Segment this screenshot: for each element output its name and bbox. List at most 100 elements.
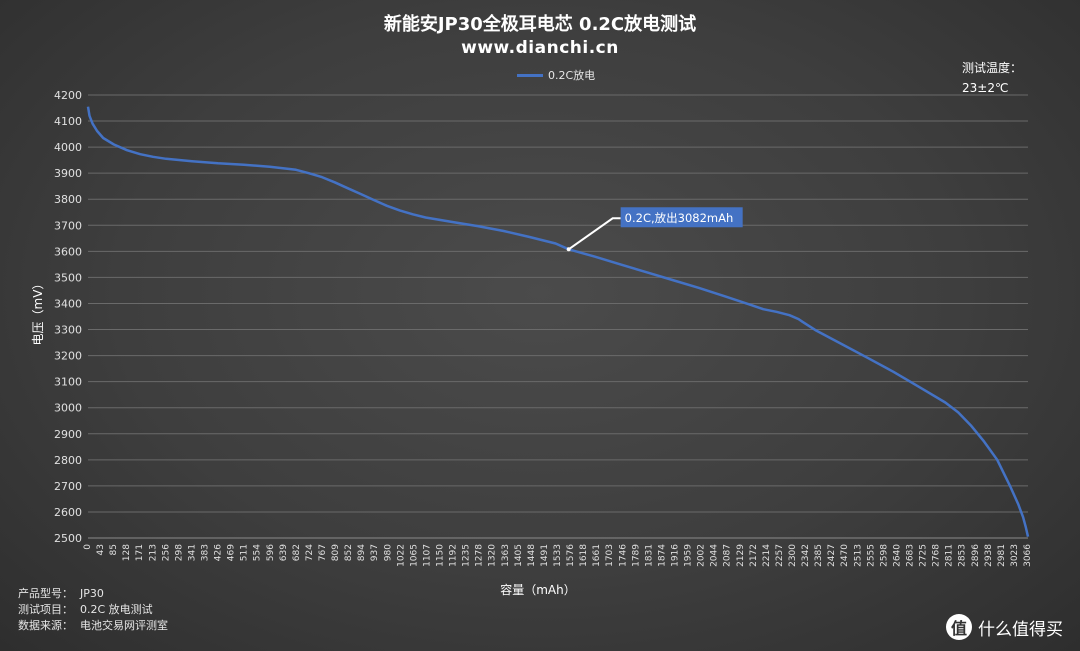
x-tick-label: 682: [292, 544, 302, 561]
y-tick-label: 3100: [54, 376, 82, 389]
x-tick-label: 2513: [853, 544, 863, 567]
x-tick-label: 2129: [736, 544, 746, 567]
footer-item-label: 测试项目：: [18, 603, 73, 616]
y-tick-label: 3800: [54, 193, 82, 206]
footer-item-row: 测试项目： 0.2C 放电测试: [18, 602, 168, 618]
x-tick-label: 1661: [592, 544, 602, 567]
y-tick-label: 3400: [54, 297, 82, 310]
x-tick-label: 1235: [462, 544, 472, 567]
x-tick-label: 1363: [501, 544, 511, 567]
temperature-value: 23±2℃: [962, 81, 1009, 95]
footer-model-value: JP30: [80, 587, 104, 600]
x-tick-label: 2725: [919, 544, 929, 567]
grid-lines: [88, 94, 1028, 539]
footer-model-row: 产品型号： JP30: [18, 586, 168, 602]
x-tick-label: 3023: [1010, 544, 1020, 567]
x-tick-label: 469: [227, 544, 237, 561]
x-tick-label: 2044: [710, 544, 720, 567]
temperature-label: 测试温度：: [962, 61, 1023, 75]
x-tick-label: 213: [148, 544, 158, 561]
x-tick-label: 43: [96, 544, 106, 555]
x-tick-label: 2214: [762, 544, 772, 567]
x-tick-label: 3066: [1023, 544, 1033, 567]
x-tick-label: 980: [383, 544, 393, 561]
x-tick-label: 894: [357, 544, 367, 561]
x-tick-label: 852: [344, 544, 354, 561]
y-tick-label: 3000: [54, 402, 82, 415]
y-tick-label: 2700: [54, 480, 82, 493]
x-tick-label: 554: [253, 544, 263, 561]
y-axis-label: 电压（mV）: [31, 278, 45, 346]
x-tick-label: 1278: [475, 544, 485, 567]
x-tick-label: 1576: [566, 544, 576, 567]
x-tick-label: 2002: [697, 544, 707, 567]
legend-swatch: [517, 73, 543, 77]
x-tick-label: 2300: [788, 544, 798, 567]
footer-source-value: 电池交易网评测室: [80, 619, 168, 632]
x-tick-label: 1491: [540, 544, 550, 567]
x-tick-label: 2470: [840, 544, 850, 567]
chart-title: 新能安JP30全极耳电芯 0.2C放电测试: [383, 14, 697, 35]
x-tick-label: 1065: [409, 544, 419, 567]
x-tick-label: 1618: [579, 544, 589, 567]
x-tick-label: 1916: [671, 544, 681, 567]
temperature-note: 测试温度： 23±2℃: [962, 58, 1022, 98]
footer-source-label: 数据来源：: [18, 619, 73, 632]
y-tick-label: 3300: [54, 324, 82, 337]
x-tick-label: 2640: [892, 544, 902, 567]
x-tick-label: 2087: [723, 544, 733, 567]
x-tick-label: 1320: [488, 544, 498, 567]
y-axis: 2500 2600 2700 2800 2900 3000 3100 3200 3300 3400…: [54, 89, 82, 545]
y-tick-label: 4100: [54, 115, 82, 128]
x-tick-label: 809: [331, 544, 341, 561]
x-tick-label: 639: [279, 544, 289, 561]
x-tick-label: 1703: [605, 544, 615, 567]
x-tick-label: 2427: [827, 544, 837, 567]
x-tick-label: 2768: [932, 544, 942, 567]
x-tick-label: 0: [83, 544, 93, 550]
y-tick-label: 2500: [54, 532, 82, 545]
x-tick-label: 596: [266, 544, 276, 561]
y-tick-label: 2900: [54, 428, 82, 441]
x-tick-label: 2598: [879, 544, 889, 567]
footer-source-row: 数据来源： 电池交易网评测室: [18, 618, 168, 634]
x-tick-label: 1107: [422, 544, 432, 567]
x-tick-label: 171: [135, 544, 145, 561]
x-tick-label: 1831: [644, 544, 654, 567]
x-tick-label: 2385: [814, 544, 824, 567]
x-tick-label: 341: [187, 544, 197, 561]
x-tick-label: 1789: [631, 544, 641, 567]
footer-item-value: 0.2C 放电测试: [80, 603, 153, 616]
y-tick-label: 3200: [54, 350, 82, 363]
x-tick-label: 2172: [749, 544, 759, 567]
x-tick-label: 2811: [945, 544, 955, 567]
y-tick-label: 2800: [54, 454, 82, 467]
y-tick-label: 3700: [54, 219, 82, 232]
y-tick-label: 3600: [54, 245, 82, 258]
watermark-text: 什么值得买: [978, 619, 1063, 640]
x-tick-label: 1022: [396, 544, 406, 567]
y-tick-label: 4000: [54, 141, 82, 154]
watermark-logo-icon: 值: [946, 614, 972, 640]
footer-info: 产品型号： JP30 测试项目： 0.2C 放电测试 数据来源： 电池交易网评测室: [18, 586, 168, 634]
chart-subtitle: www.dianchi.cn: [461, 38, 619, 58]
x-tick-label: 128: [122, 544, 132, 561]
x-tick-label: 85: [109, 544, 119, 555]
annotation-leader-line: [568, 217, 621, 251]
x-tick-label: 2853: [958, 544, 968, 567]
x-tick-label: 2981: [997, 544, 1007, 567]
annotation-point: [566, 247, 571, 252]
x-tick-label: 1874: [657, 544, 667, 567]
x-tick-label: 2938: [984, 544, 994, 567]
x-tick-label: 426: [214, 544, 224, 561]
chart-legend: 0.2C放电: [517, 67, 595, 83]
x-tick-label: 511: [240, 544, 250, 561]
x-tick-label: 2683: [906, 544, 916, 567]
data-annotation: 0.2C,放出3082mAh: [566, 207, 743, 252]
x-tick-label: 383: [201, 544, 211, 561]
y-tick-label: 2600: [54, 506, 82, 519]
watermark: 值 什么值得买: [946, 614, 1063, 640]
x-tick-label: 1192: [449, 544, 459, 567]
y-tick-label: 3900: [54, 167, 82, 180]
